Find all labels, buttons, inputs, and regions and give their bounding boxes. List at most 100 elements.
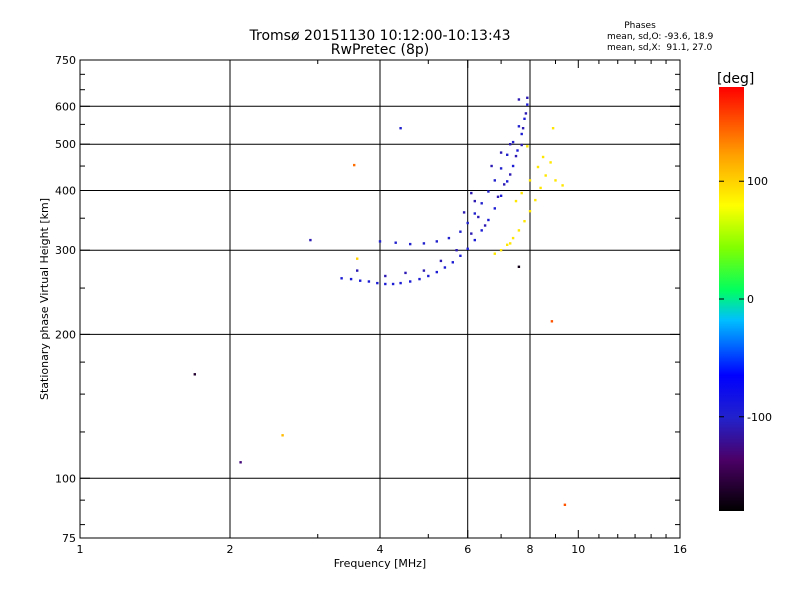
data-point (549, 161, 552, 164)
x-axis-label: Frequency [MHz] (334, 557, 426, 570)
x-tick-label: 10 (571, 543, 585, 556)
data-point (523, 117, 526, 120)
data-point (399, 281, 402, 285)
data-point (506, 180, 509, 183)
data-point (422, 242, 426, 245)
y-tick-label: 100 (55, 472, 76, 485)
data-point (499, 194, 503, 197)
data-point (439, 259, 443, 263)
data-point (551, 127, 555, 130)
y-tick-label: 750 (55, 54, 76, 67)
data-point (506, 243, 509, 246)
y-tick-label: 500 (55, 138, 76, 151)
data-point (483, 224, 487, 227)
colorbar-tick-label: 100 (747, 175, 768, 188)
data-point (511, 164, 515, 168)
data-point (517, 229, 521, 232)
data-point (499, 167, 503, 170)
data-point (193, 373, 196, 376)
data-point (499, 151, 503, 154)
data-point (517, 265, 521, 268)
data-point (520, 143, 523, 147)
data-point (503, 183, 506, 186)
data-point (490, 164, 493, 168)
data-point (473, 199, 476, 203)
data-point (536, 165, 540, 169)
x-tick-label: 1 (77, 543, 84, 556)
data-point (487, 190, 490, 193)
grid (80, 60, 680, 538)
data-point (455, 249, 458, 252)
data-point (516, 149, 519, 152)
data-point (511, 140, 515, 144)
data-point (528, 210, 532, 213)
data-point (493, 252, 496, 255)
x-tick-label: 8 (527, 543, 534, 556)
data-point (514, 154, 518, 158)
x-tick-label: 16 (673, 543, 687, 556)
phases-title: Phases (624, 21, 656, 31)
data-point (378, 240, 382, 243)
axis-ticks: 1 2 4 6 8 10 16 75 100 200 300 400 500 600 750 (55, 54, 687, 556)
phases-o-stats: mean, sd,O: -93.6, 18.9 (607, 32, 714, 42)
data-point (526, 103, 529, 106)
x-tick-label: 4 (377, 543, 384, 556)
data-point (359, 279, 362, 282)
data-point (427, 274, 430, 278)
data-point (435, 240, 438, 243)
colorbar-ticks: 100 0 -100 (719, 175, 772, 424)
data-point (466, 247, 469, 250)
data-point (384, 274, 387, 278)
data-points (193, 96, 567, 506)
data-point (506, 153, 509, 156)
data-point (521, 127, 525, 130)
data-point (480, 229, 483, 232)
data-point (544, 174, 547, 177)
data-point (470, 191, 473, 195)
data-point (511, 236, 515, 240)
data-point (404, 271, 407, 275)
y-tick-label: 400 (55, 184, 76, 197)
colorbar-tick-label: 0 (747, 293, 754, 306)
data-point (509, 242, 512, 245)
data-point (340, 277, 343, 280)
data-point (554, 179, 557, 182)
data-point (462, 211, 466, 214)
data-point (477, 215, 480, 219)
data-point (523, 220, 526, 223)
colorbar-label: [deg] (717, 71, 754, 87)
data-point (480, 202, 483, 205)
data-point (528, 179, 532, 182)
data-point (409, 242, 412, 246)
data-point (356, 269, 359, 272)
x-tick-label: 6 (464, 543, 471, 556)
data-point (526, 145, 529, 148)
chart-title: Tromsø 20151130 10:12:00-10:13:43 (249, 28, 511, 44)
y-tick-label: 300 (55, 244, 76, 257)
data-point (239, 461, 242, 464)
data-point (473, 238, 476, 242)
data-point (459, 254, 462, 257)
data-point (563, 503, 567, 506)
data-point (473, 212, 476, 215)
data-point (539, 186, 542, 190)
data-point (466, 221, 469, 225)
data-point (418, 277, 421, 281)
data-point (561, 184, 564, 187)
data-point (550, 320, 554, 323)
data-point (443, 266, 447, 269)
data-point (367, 280, 371, 283)
data-point (422, 269, 426, 272)
data-point (349, 277, 353, 281)
data-point (353, 163, 356, 167)
data-point (447, 236, 451, 240)
data-point (514, 199, 518, 203)
data-point (517, 98, 521, 101)
data-point (309, 238, 312, 242)
data-point (524, 112, 528, 115)
y-axis-label: Stationary phase Virtual Height [km] (38, 198, 51, 400)
y-tick-label: 75 (62, 532, 76, 545)
data-point (493, 179, 496, 182)
data-point (384, 282, 387, 286)
